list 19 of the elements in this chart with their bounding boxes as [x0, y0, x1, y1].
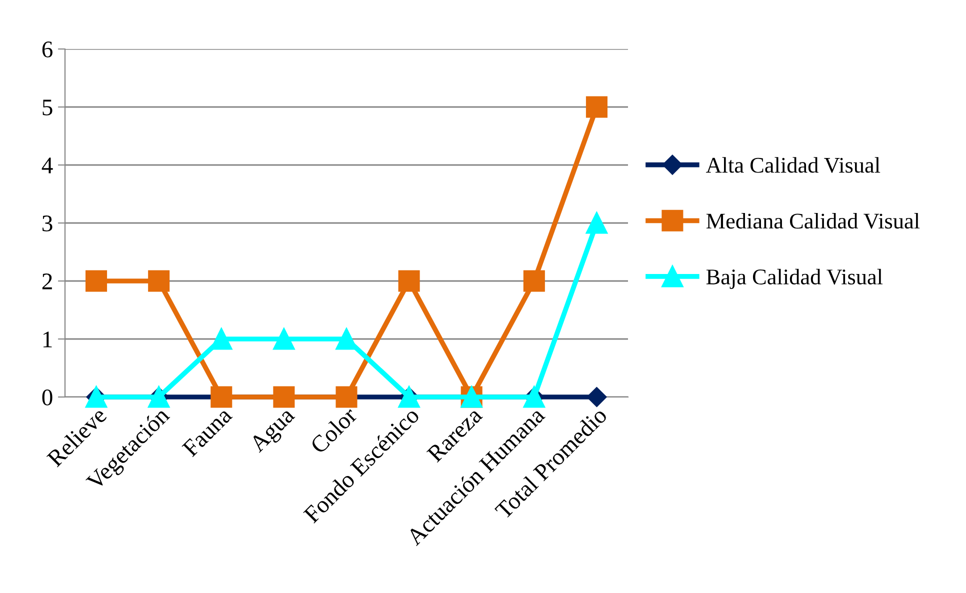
- y-tick-label: 4: [42, 158, 53, 174]
- point: [148, 270, 170, 292]
- legend-label: Alta Calidad Visual: [706, 157, 880, 173]
- y-tick-label: 2: [42, 274, 52, 290]
- y-tick-label: 3: [42, 216, 52, 232]
- y-tick-label: 6: [42, 42, 52, 58]
- point: [523, 270, 545, 292]
- point: [210, 328, 232, 350]
- point: [398, 270, 420, 292]
- point: [86, 270, 108, 292]
- y-tick-label: 0: [42, 389, 52, 406]
- point: [273, 328, 295, 350]
- legend-label: Baja Calidad Visual: [706, 268, 883, 289]
- y-tick-label: 1: [43, 332, 52, 348]
- point: [586, 387, 607, 407]
- legend-label: Mediana Calidad Visual: [706, 212, 920, 229]
- point: [586, 96, 608, 118]
- y-tick-label: 5: [42, 100, 52, 116]
- point: [586, 212, 608, 234]
